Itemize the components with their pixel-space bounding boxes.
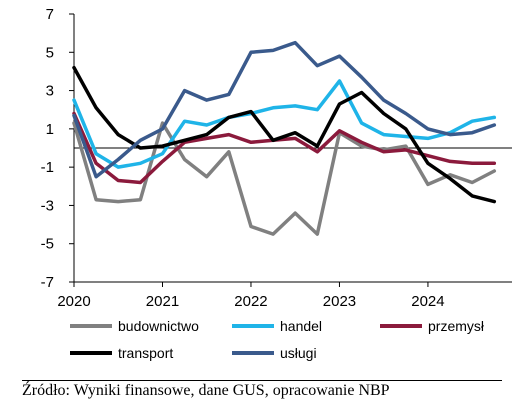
legend-item: usługi <box>232 345 317 361</box>
y-tick-label: -3 <box>41 197 54 214</box>
legend-label: przemysł <box>428 318 485 334</box>
legend-item: przemysł <box>380 318 485 334</box>
legend-item: handel <box>232 318 322 334</box>
x-tick-label: 2023 <box>323 293 356 310</box>
y-tick-label: 5 <box>46 44 54 61</box>
y-tick-label: 7 <box>46 6 54 23</box>
series-line-budownictwo <box>72 121 497 236</box>
legend-label: handel <box>280 318 322 334</box>
y-tick-label: 3 <box>46 83 54 100</box>
legend-label: transport <box>118 345 173 361</box>
series-line-handel <box>72 79 497 169</box>
line-chart: 7 5 3 1 -1 -3 -5 -7 2020 2021 2022 2023 2024 budown… <box>41 6 512 361</box>
x-tick-label: 2022 <box>234 293 267 310</box>
x-tick-label: 2020 <box>57 293 90 310</box>
y-tick-label: -5 <box>41 236 54 253</box>
legend-item: budownictwo <box>70 318 199 334</box>
y-axis: 7 5 3 1 -1 -3 -5 -7 <box>41 6 75 291</box>
series-line-transport <box>72 65 497 204</box>
y-tick-label: 1 <box>46 121 54 138</box>
y-tick-label: -7 <box>41 274 54 291</box>
x-tick-label: 2024 <box>411 293 444 310</box>
x-axis: 2020 2021 2022 2023 2024 <box>57 147 512 310</box>
series-layer <box>72 40 497 236</box>
legend-item: transport <box>70 345 173 361</box>
legend: budownictwo handel przemysł transport usługi <box>70 318 485 361</box>
y-tick-label: -1 <box>41 159 54 176</box>
series-line-usługi <box>72 40 497 179</box>
legend-label: budownictwo <box>118 318 199 334</box>
x-tick-label: 2021 <box>146 293 179 310</box>
legend-label: usługi <box>280 345 317 361</box>
source-note: Źródło: Wyniki finansowe, dane GUS, opra… <box>22 380 502 400</box>
